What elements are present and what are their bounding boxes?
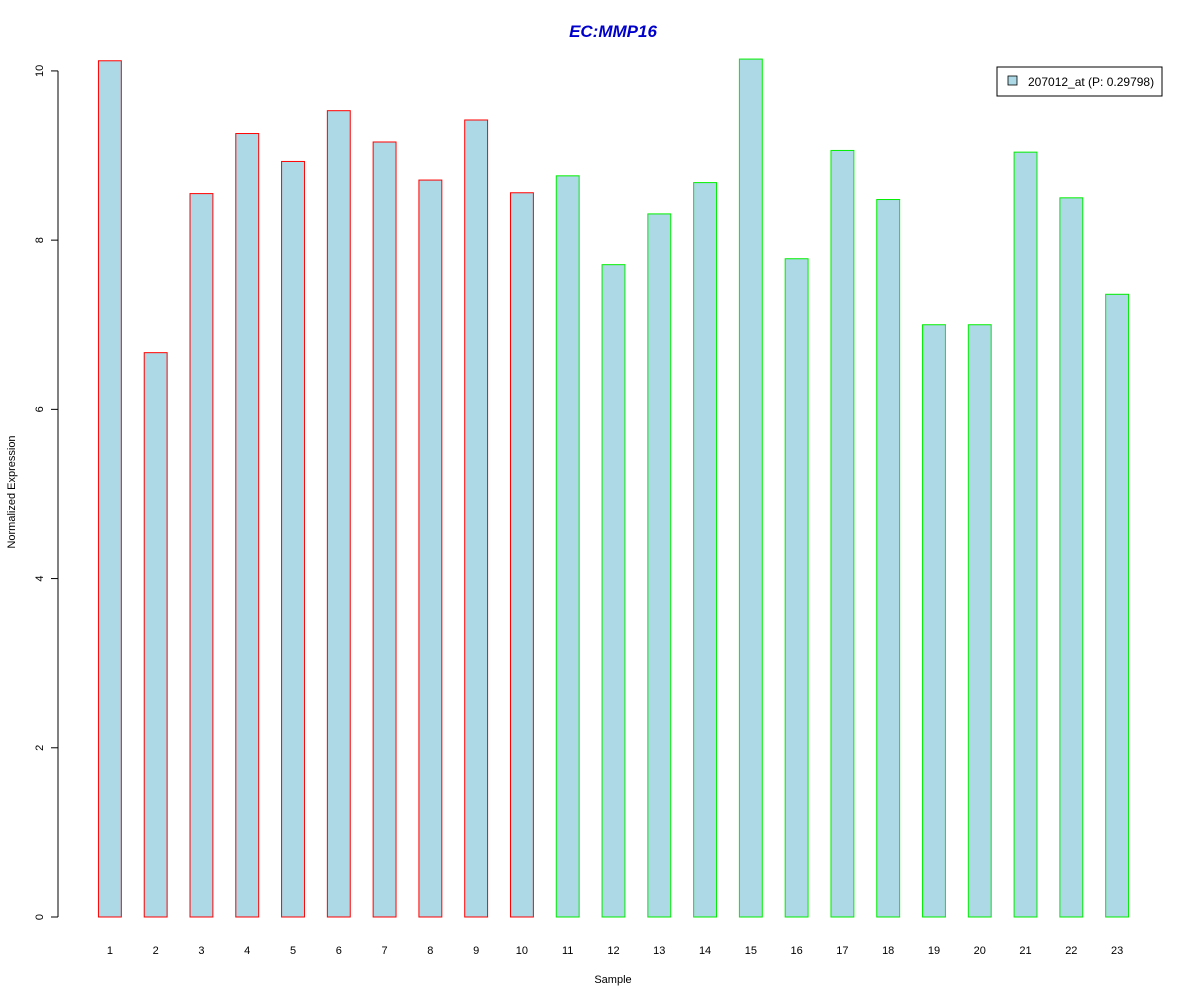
bars-group (97, 58, 1130, 918)
x-tick-label: 11 (562, 945, 573, 957)
x-tick-label: 10 (516, 945, 528, 957)
y-axis: 0 2 4 6 8 10 (34, 65, 59, 920)
x-tick-label: 18 (882, 945, 894, 957)
x-tick-label: 7 (382, 945, 388, 957)
bar-sample-7 (372, 141, 397, 918)
y-tick-label: 6 (34, 406, 46, 412)
x-tick-label: 23 (1111, 945, 1123, 957)
x-tick-label: 9 (473, 945, 479, 957)
x-tick-label: 5 (290, 945, 296, 957)
bar-sample-23 (1105, 293, 1130, 918)
bar-sample-13 (647, 213, 672, 918)
x-tick-label: 13 (653, 945, 665, 957)
bar-sample-10 (509, 192, 534, 918)
bar-sample-14 (693, 182, 718, 918)
bar-sample-3 (189, 193, 214, 918)
bar-sample-21 (1013, 151, 1038, 918)
bar-sample-4 (235, 133, 260, 918)
x-tick-label: 22 (1065, 945, 1077, 957)
x-tick-label: 15 (745, 945, 757, 957)
bar-sample-12 (601, 264, 626, 918)
bar-sample-2 (143, 352, 168, 918)
x-tick-label: 6 (336, 945, 342, 957)
x-tick-label: 16 (791, 945, 803, 957)
x-tick-label: 19 (928, 945, 940, 957)
bar-sample-17 (830, 149, 855, 918)
x-tick-label: 21 (1019, 945, 1031, 957)
y-tick-label: 4 (34, 576, 46, 582)
legend-label: 207012_at (P: 0.29798) (1028, 75, 1154, 89)
y-tick-label: 2 (34, 745, 46, 751)
bar-sample-6 (326, 110, 351, 918)
bar-sample-19 (922, 324, 946, 918)
x-tick-labels: 1 2 3 4 5 6 7 8 9 10 11 12 13 14 15 16 17 18 19 20 21 22 23 (107, 945, 1123, 957)
y-axis-label: Normalized Expression (6, 435, 18, 548)
bar-sample-11 (555, 175, 580, 918)
x-tick-label: 12 (607, 945, 619, 957)
bar-sample-1 (97, 60, 122, 918)
bar-sample-8 (418, 179, 443, 918)
chart-title: EC:MMP16 (569, 22, 657, 41)
x-tick-label: 2 (153, 945, 159, 957)
x-tick-label: 17 (836, 945, 848, 957)
x-tick-label: 8 (427, 945, 433, 957)
y-tick-label: 8 (34, 237, 46, 243)
legend-box (996, 66, 1163, 97)
bar-sample-18 (876, 199, 901, 918)
x-tick-label: 3 (198, 945, 204, 957)
bar-sample-22 (1059, 197, 1084, 918)
x-tick-label: 4 (244, 945, 250, 957)
x-tick-label: 1 (107, 945, 113, 957)
bar-sample-5 (281, 160, 305, 918)
x-axis-label: Sample (594, 974, 631, 986)
bar-sample-20 (967, 324, 992, 918)
x-tick-label: 14 (699, 945, 711, 957)
y-tick-label: 10 (34, 65, 46, 77)
bar-sample-15 (738, 58, 763, 918)
legend-swatch (1007, 75, 1018, 86)
bar-sample-16 (784, 258, 809, 918)
legend: 207012_at (P: 0.29798) (996, 66, 1163, 97)
bar-sample-9 (464, 119, 489, 918)
y-tick-label: 0 (34, 914, 46, 920)
x-tick-label: 20 (974, 945, 986, 957)
